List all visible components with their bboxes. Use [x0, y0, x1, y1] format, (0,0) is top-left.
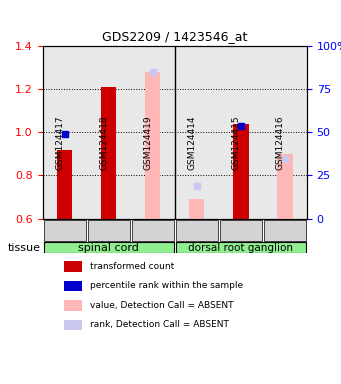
Text: GSM124415: GSM124415: [232, 115, 241, 170]
FancyBboxPatch shape: [44, 242, 174, 253]
FancyBboxPatch shape: [176, 220, 218, 241]
Bar: [64, 300, 82, 311]
Bar: [219, 46, 263, 218]
Bar: [233, 124, 249, 218]
Text: tissue: tissue: [8, 243, 41, 253]
Text: rank, Detection Call = ABSENT: rank, Detection Call = ABSENT: [90, 320, 229, 329]
Text: dorsal root ganglion: dorsal root ganglion: [188, 243, 293, 253]
Bar: [87, 46, 131, 218]
Bar: [57, 149, 72, 218]
Text: spinal cord: spinal cord: [78, 243, 139, 253]
Bar: [145, 72, 161, 218]
FancyBboxPatch shape: [220, 220, 262, 241]
FancyBboxPatch shape: [264, 220, 306, 241]
Text: GSM124418: GSM124418: [100, 115, 109, 170]
Bar: [43, 46, 87, 218]
Bar: [64, 281, 82, 291]
Text: percentile rank within the sample: percentile rank within the sample: [90, 281, 243, 290]
Bar: [189, 199, 205, 218]
Text: GSM124416: GSM124416: [276, 115, 285, 170]
Text: GSM124419: GSM124419: [144, 115, 153, 170]
Bar: [263, 46, 307, 218]
Text: GSM124414: GSM124414: [188, 115, 197, 170]
FancyBboxPatch shape: [44, 220, 86, 241]
Bar: [175, 46, 219, 218]
Bar: [64, 319, 82, 330]
Text: GSM124417: GSM124417: [56, 115, 65, 170]
FancyBboxPatch shape: [132, 220, 174, 241]
FancyBboxPatch shape: [176, 242, 306, 253]
Bar: [277, 154, 293, 218]
Bar: [101, 87, 116, 218]
Text: value, Detection Call = ABSENT: value, Detection Call = ABSENT: [90, 301, 234, 310]
Title: GDS2209 / 1423546_at: GDS2209 / 1423546_at: [102, 30, 248, 43]
FancyBboxPatch shape: [88, 220, 130, 241]
Bar: [64, 261, 82, 272]
Bar: [131, 46, 175, 218]
Text: transformed count: transformed count: [90, 262, 175, 271]
